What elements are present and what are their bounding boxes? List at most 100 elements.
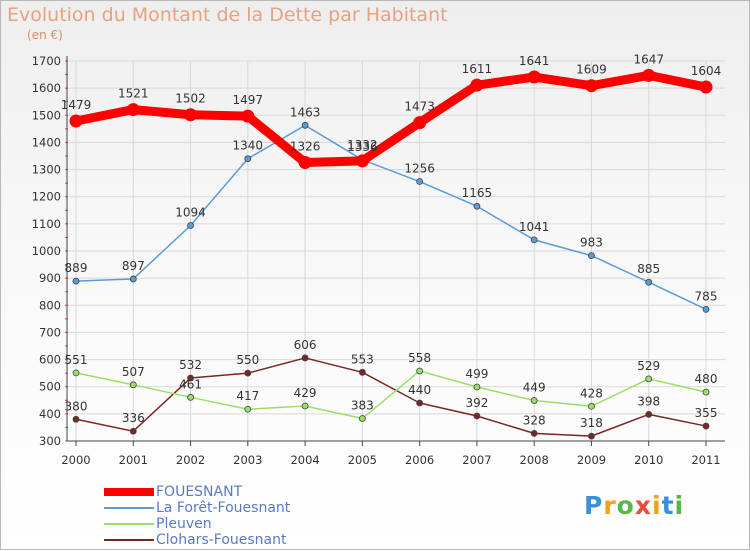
data-label: 558 (408, 351, 431, 365)
data-point (301, 402, 309, 410)
data-point (699, 80, 713, 94)
data-label: 1326 (290, 140, 321, 154)
y-tick-label: 1300 (32, 163, 61, 177)
data-point (588, 432, 595, 440)
data-point (645, 410, 653, 418)
data-point (416, 399, 424, 407)
logo-letter: r (603, 491, 617, 520)
data-point (645, 278, 653, 286)
legend-label: Clohars-Fouesnant (156, 532, 287, 548)
data-point (244, 405, 252, 413)
logo-letter: i (674, 491, 685, 520)
data-label: 507 (122, 365, 145, 379)
data-point (358, 415, 366, 422)
legend-swatch (104, 507, 154, 509)
data-label: 1497 (233, 93, 264, 107)
data-point (530, 429, 538, 437)
x-tick-label: 2002 (176, 453, 205, 467)
data-point (473, 383, 481, 391)
data-point (358, 368, 366, 376)
y-tick-label: 1000 (32, 244, 61, 258)
data-point (584, 79, 598, 93)
data-point (702, 305, 710, 313)
data-point (416, 178, 424, 185)
logo-letter: o (616, 491, 635, 520)
x-tick-label: 2001 (119, 453, 148, 467)
data-label: 550 (236, 353, 259, 367)
data-label: 336 (122, 411, 145, 425)
data-label: 318 (580, 416, 603, 430)
data-label: 480 (695, 372, 718, 386)
data-point (588, 402, 595, 410)
data-label: 1473 (404, 100, 435, 114)
data-point (72, 277, 80, 285)
logo-letter: x (634, 491, 652, 520)
data-label: 1256 (404, 162, 435, 176)
data-label: 889 (65, 261, 88, 275)
data-point (69, 114, 83, 128)
data-point (588, 252, 595, 260)
legend-swatch (104, 488, 154, 496)
data-label: 606 (294, 338, 317, 352)
data-label: 1609 (576, 63, 607, 77)
data-point (72, 415, 80, 423)
series-line (75, 357, 707, 437)
data-label: 1647 (633, 52, 664, 66)
data-label: 461 (179, 377, 202, 391)
data-point (702, 422, 710, 430)
data-label: 398 (637, 394, 660, 408)
series-line (71, 70, 711, 168)
data-label: 1502 (175, 92, 206, 106)
data-label: 417 (236, 389, 259, 403)
data-label: 983 (580, 236, 603, 250)
logo-letter: i (652, 491, 662, 520)
data-label: 1521 (118, 87, 149, 101)
data-label: 428 (580, 386, 603, 400)
data-point (413, 116, 427, 130)
legend-label: Pleuven (156, 516, 212, 532)
data-point (184, 108, 198, 122)
logo-letter: t (661, 491, 675, 520)
data-label: 885 (637, 262, 660, 276)
data-point (527, 70, 541, 84)
data-point (187, 393, 194, 401)
data-label: 328 (523, 413, 546, 427)
data-label: 785 (695, 289, 718, 303)
legend-label: FOUESNANT (156, 484, 243, 500)
data-point (298, 156, 312, 170)
data-point (187, 374, 194, 382)
data-label: 1094 (175, 205, 206, 219)
y-tick-label: 1600 (32, 81, 61, 95)
data-point (129, 427, 137, 435)
y-tick-label: 1500 (32, 108, 61, 122)
data-point (470, 78, 484, 92)
data-label: 429 (294, 386, 317, 400)
y-tick-label: 300 (39, 434, 61, 448)
data-label: 440 (408, 383, 431, 397)
data-point (187, 222, 194, 229)
data-label: 383 (351, 398, 374, 412)
data-point (702, 388, 710, 396)
data-label: 355 (695, 406, 718, 420)
data-point (416, 367, 424, 375)
data-point (241, 109, 255, 123)
y-tick-label: 600 (39, 353, 61, 367)
y-tick-label: 500 (39, 380, 61, 394)
x-tick-label: 2007 (462, 453, 491, 467)
data-label: 1336 (347, 140, 378, 154)
data-point (301, 354, 309, 362)
data-label: 551 (65, 353, 88, 367)
legend-label: La Forêt-Fouesnant (156, 500, 291, 516)
legend-swatch (104, 523, 154, 525)
chart-title: Evolution du Montant de la Dette par Hab… (7, 4, 448, 26)
data-point (129, 275, 137, 283)
x-tick-label: 2003 (233, 453, 262, 467)
y-tick-label: 800 (39, 298, 61, 312)
y-tick-label: 1200 (32, 190, 61, 204)
data-label: 529 (637, 359, 660, 373)
data-label: 499 (465, 367, 488, 381)
x-tick-label: 2011 (691, 453, 720, 467)
data-label: 1340 (233, 139, 264, 153)
